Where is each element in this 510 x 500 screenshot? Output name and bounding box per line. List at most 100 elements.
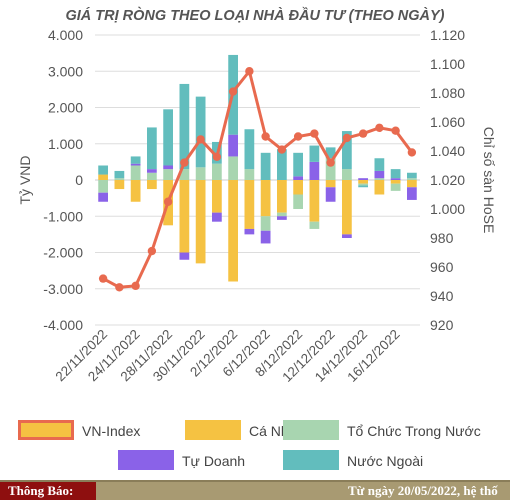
bar-tổ-chức-trong-nước: [195, 167, 206, 180]
bar-tổ-chức-trong-nước: [212, 163, 222, 180]
vn-index-point: [261, 132, 270, 141]
bar-cá-nhân: [358, 180, 368, 184]
bar-cá-nhân: [260, 180, 271, 217]
bar-tổ-chức-trong-nước: [325, 158, 336, 180]
left-y-tick-label: 2.000: [48, 100, 83, 116]
legend-label: Nước Ngoài: [347, 453, 423, 469]
bar-tổ-chức-trong-nước: [293, 194, 303, 209]
bar-cá-nhân: [244, 180, 255, 229]
net-value-chart: GIÁ TRỊ RÒNG THEO LOẠI NHÀ ĐẦU TƯ (THEO …: [17, 6, 497, 470]
bar-nước-ngoài: [325, 147, 336, 159]
right-y-tick-label: 920: [430, 317, 454, 333]
bar-tổ-chức-trong-nước: [228, 156, 238, 180]
bar-tự-doanh: [260, 230, 271, 244]
bar-cá-nhân: [114, 180, 125, 190]
bar-tự-doanh: [212, 212, 222, 222]
legend-swatch: [118, 450, 174, 470]
bar-cá-nhân: [374, 180, 385, 195]
bar-nước-ngoài: [147, 127, 157, 170]
vn-index-point: [115, 283, 124, 292]
bar-nước-ngoài: [390, 169, 401, 179]
legend-swatch: [283, 420, 339, 440]
legend-label: Tự Doanh: [182, 453, 245, 469]
vn-index-point: [163, 197, 173, 206]
bar-cá-nhân: [277, 180, 287, 213]
vn-index-point: [342, 133, 352, 143]
vn-index-point: [98, 274, 108, 283]
bar-nước-ngoài: [179, 83, 190, 170]
vn-index-point: [310, 129, 319, 138]
vn-index-point: [358, 129, 368, 138]
gridlines: [95, 34, 420, 326]
bar-tổ-chức-trong-nước: [147, 172, 157, 180]
bar-cá-nhân: [325, 180, 336, 188]
bar-tự-doanh: [325, 187, 336, 202]
right-y-tick-label: 1.020: [430, 172, 465, 188]
x-axis: 22/11/202224/11/202228/11/202230/11/2022…: [53, 327, 403, 385]
vn-index-point: [407, 148, 417, 157]
bar-cá-nhân: [228, 180, 238, 282]
bar-cá-nhân: [179, 180, 190, 253]
bar-tự-doanh: [130, 163, 141, 166]
right-y-tick-label: 1.060: [430, 114, 465, 130]
bar-tự-doanh: [390, 178, 401, 180]
bar-cá-nhân: [293, 180, 303, 195]
notice-bar: Thông Báo: Từ ngày 20/05/2022, hệ thố: [0, 480, 510, 500]
bar-tự-doanh: [163, 165, 173, 170]
bar-nước-ngoài: [374, 158, 385, 171]
bar-nước-ngoài: [98, 165, 108, 175]
bar-tự-doanh: [147, 169, 157, 173]
bar-tự-doanh: [358, 178, 368, 180]
bar-nước-ngoài: [407, 172, 417, 179]
bar-nước-ngoài: [260, 152, 271, 180]
legend-label: Tổ Chức Trong Nước: [347, 423, 481, 439]
right-y-tick-label: 1.040: [430, 143, 465, 159]
bar-tự-doanh: [374, 170, 385, 179]
vn-index-point: [228, 87, 238, 96]
vn-index-point: [326, 158, 335, 167]
bar-tổ-chức-trong-nước: [98, 180, 108, 193]
bar-tổ-chức-trong-nước: [374, 178, 385, 180]
left-y-axis: 4.000 3.000 2.000 1.000 0 -1.000 -2.000 -3.000 -…: [43, 27, 83, 333]
bar-tự-doanh: [244, 228, 255, 235]
legend-swatch: [185, 420, 241, 440]
right-y-tick-label: 980: [430, 230, 454, 246]
vn-index-point: [212, 152, 222, 161]
bar-tự-doanh: [309, 161, 320, 180]
bar-tự-doanh: [228, 134, 238, 157]
left-y-tick-label: 3.000: [48, 63, 83, 79]
bar-nước-ngoài: [309, 145, 320, 162]
right-y-tick-label: 960: [430, 259, 454, 275]
left-y-tick-label: 1.000: [48, 136, 83, 152]
notice-label: Thông Báo:: [0, 482, 96, 500]
right-axis-title: Chỉ số sàn HoSE: [481, 127, 497, 234]
bar-nước-ngoài: [358, 185, 368, 188]
right-y-tick-label: 1.100: [430, 56, 465, 72]
bar-nước-ngoài: [114, 170, 125, 179]
vn-index-point: [375, 123, 384, 132]
bar-nước-ngoài: [342, 131, 352, 170]
vn-index-point: [293, 132, 303, 141]
bar-tổ-chức-trong-nước: [309, 221, 320, 229]
bar-tự-doanh: [293, 176, 303, 180]
bar-nước-ngoài: [244, 129, 255, 170]
bar-tự-doanh: [342, 234, 352, 238]
bar-cá-nhân: [342, 180, 352, 235]
right-y-tick-label: 1.000: [430, 201, 465, 217]
bar-nước-ngoài: [277, 149, 287, 180]
bar-tổ-chức-trong-nước: [358, 183, 368, 186]
right-y-tick-label: 1.080: [430, 85, 465, 101]
bar-tự-doanh: [407, 187, 417, 200]
legend-swatch: [18, 420, 74, 440]
right-y-tick-label: 1.120: [430, 27, 465, 43]
bar-cá-nhân: [147, 180, 157, 190]
bar-tổ-chức-trong-nước: [179, 169, 190, 180]
left-y-tick-label: 4.000: [48, 27, 83, 43]
left-axis-title: Tỷ VND: [17, 156, 33, 205]
bar-nước-ngoài: [293, 152, 303, 177]
vn-index-point: [131, 281, 140, 291]
notice-marquee-text: Từ ngày 20/05/2022, hệ thố: [348, 483, 498, 498]
bar-cá-nhân: [195, 180, 206, 264]
bar-cá-nhân: [407, 180, 417, 188]
